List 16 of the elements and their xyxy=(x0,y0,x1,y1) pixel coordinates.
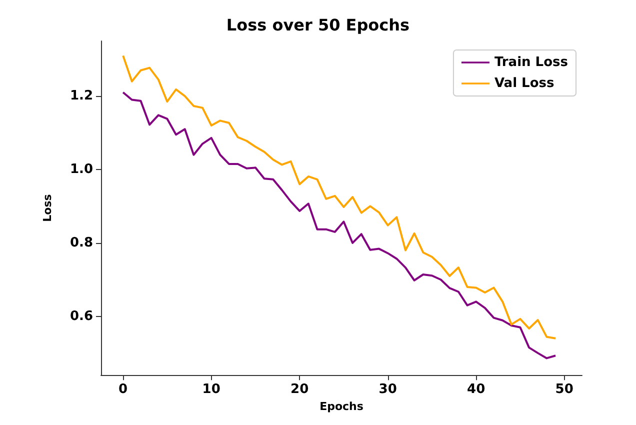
x-tick-label: 50 xyxy=(555,382,574,398)
y-tick-label: 1.0 xyxy=(70,162,93,177)
chart-title: Loss over 50 Epochs xyxy=(226,16,410,34)
y-tick-label: 1.2 xyxy=(70,88,93,104)
x-tick-label: 20 xyxy=(290,382,309,398)
x-axis-title: Epochs xyxy=(320,400,364,413)
x-tick-label: 30 xyxy=(378,382,397,398)
legend-label: Train Loss xyxy=(494,55,568,70)
x-tick-label: 10 xyxy=(202,382,220,398)
x-tick-label: 0 xyxy=(118,382,128,398)
line-series xyxy=(122,91,557,360)
x-tick-label: 40 xyxy=(467,382,486,398)
y-tick-label: 0.8 xyxy=(70,235,93,250)
legend-label: Val Loss xyxy=(494,76,555,91)
y-axis-title: Loss xyxy=(41,194,54,222)
y-tick-label: 0.6 xyxy=(70,308,93,324)
